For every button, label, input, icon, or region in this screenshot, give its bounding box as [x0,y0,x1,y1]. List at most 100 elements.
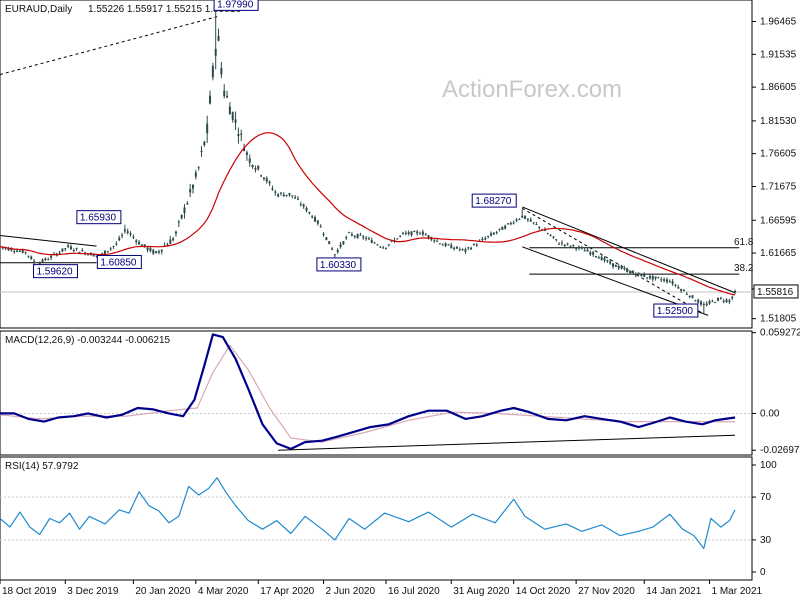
candle-body [64,248,67,250]
candle-body [680,289,683,291]
candle-body [606,260,609,262]
candle-body [206,123,209,134]
candle-body [600,256,603,261]
candle-body [101,253,104,255]
key-level-text: 1.52500 [657,306,694,317]
candle-body [271,188,274,190]
candle-body [731,296,734,299]
candle-body [444,243,447,247]
candle-body [583,250,586,252]
key-level-text: 1.60330 [320,260,357,271]
candle-body [384,247,387,249]
candle-body [177,221,180,223]
candle-body [498,228,501,230]
candle-body [407,232,410,234]
rsi-panel [0,456,753,581]
candle-body [464,249,467,252]
candle-body [685,294,688,296]
candle-body [209,95,212,104]
candle-body [455,246,458,249]
x-tick-label: 4 Mar 2020 [198,586,249,597]
candle-body [297,198,299,200]
candle-body [365,237,368,240]
candle-body [450,244,453,249]
candle-body [146,247,149,251]
candle-body [677,286,680,289]
candle-body [282,194,285,197]
candle-body [339,244,342,247]
candle-body [257,165,260,170]
candle-body [183,207,186,214]
candle-body [211,65,214,78]
channel-upper-line [522,206,736,294]
candle-body [660,279,663,281]
candle-body [4,247,7,249]
candle-body [166,244,169,246]
candle-body [302,204,305,207]
candle-body [711,300,714,302]
candle-body [328,241,331,245]
candle-body [61,248,64,252]
candle-body [240,133,243,135]
candle-body [123,229,126,232]
candle-body [688,295,691,298]
candle-body [555,239,558,241]
x-tick-label: 18 Oct 2019 [2,586,57,597]
candle-body [104,250,107,254]
candle-body [620,266,623,269]
x-tick-label: 2 Jun 2020 [326,586,376,597]
candle-body [657,277,660,279]
candle-body [319,226,322,228]
candle-body [609,261,612,264]
candle-body [226,95,229,98]
candle-body [515,219,518,221]
x-tick-label: 31 Aug 2020 [453,586,510,597]
candle-body [543,229,546,232]
candle-body [595,256,597,258]
candle-body [487,235,490,237]
price-ytick-label: 1.61665 [760,248,797,259]
key-level-text: 1.60850 [100,257,137,268]
candle-body [404,232,407,234]
price-ytick-label: 1.91535 [760,49,797,60]
candle-body [719,297,722,299]
x-tick-label: 16 Jul 2020 [388,586,440,597]
rsi-line [0,477,736,550]
candle-body [563,244,566,247]
candle-body [484,238,487,240]
candle-body [433,240,436,242]
candle-body [41,259,44,262]
candle-body [634,273,637,276]
candle-body [509,222,512,225]
key-level-label: 1.97990 [213,0,259,11]
x-tick-label: 3 Dec 2019 [67,586,119,597]
candle-body [223,90,226,97]
candle-body [671,281,674,285]
candle-body [75,248,78,250]
key-level-box [213,0,259,11]
candle-body [140,244,143,247]
candle-body [373,242,376,244]
candle-body [441,244,444,246]
price-ytick-label: 1.76605 [760,149,797,160]
candle-body [197,167,200,169]
candle-body [265,178,268,182]
candle-body [367,238,370,240]
price-ytick-label: 1.71675 [760,181,797,192]
candle-body [245,152,248,156]
x-tick-label: 17 Apr 2020 [260,586,314,597]
candle-body [589,252,592,255]
key-level-text: 1.65930 [80,213,117,224]
candle-body [95,255,98,257]
candle-body [654,276,657,279]
candle-body [492,233,495,235]
candle-body [220,67,223,75]
candle-body [189,189,192,193]
candle-body [78,251,81,253]
fib-level-label: 61.8 [734,237,754,248]
candle-body [27,255,30,257]
candle-body [538,226,541,228]
candle-body [586,249,589,252]
key-level-box [96,254,142,269]
candle-body [231,112,234,120]
